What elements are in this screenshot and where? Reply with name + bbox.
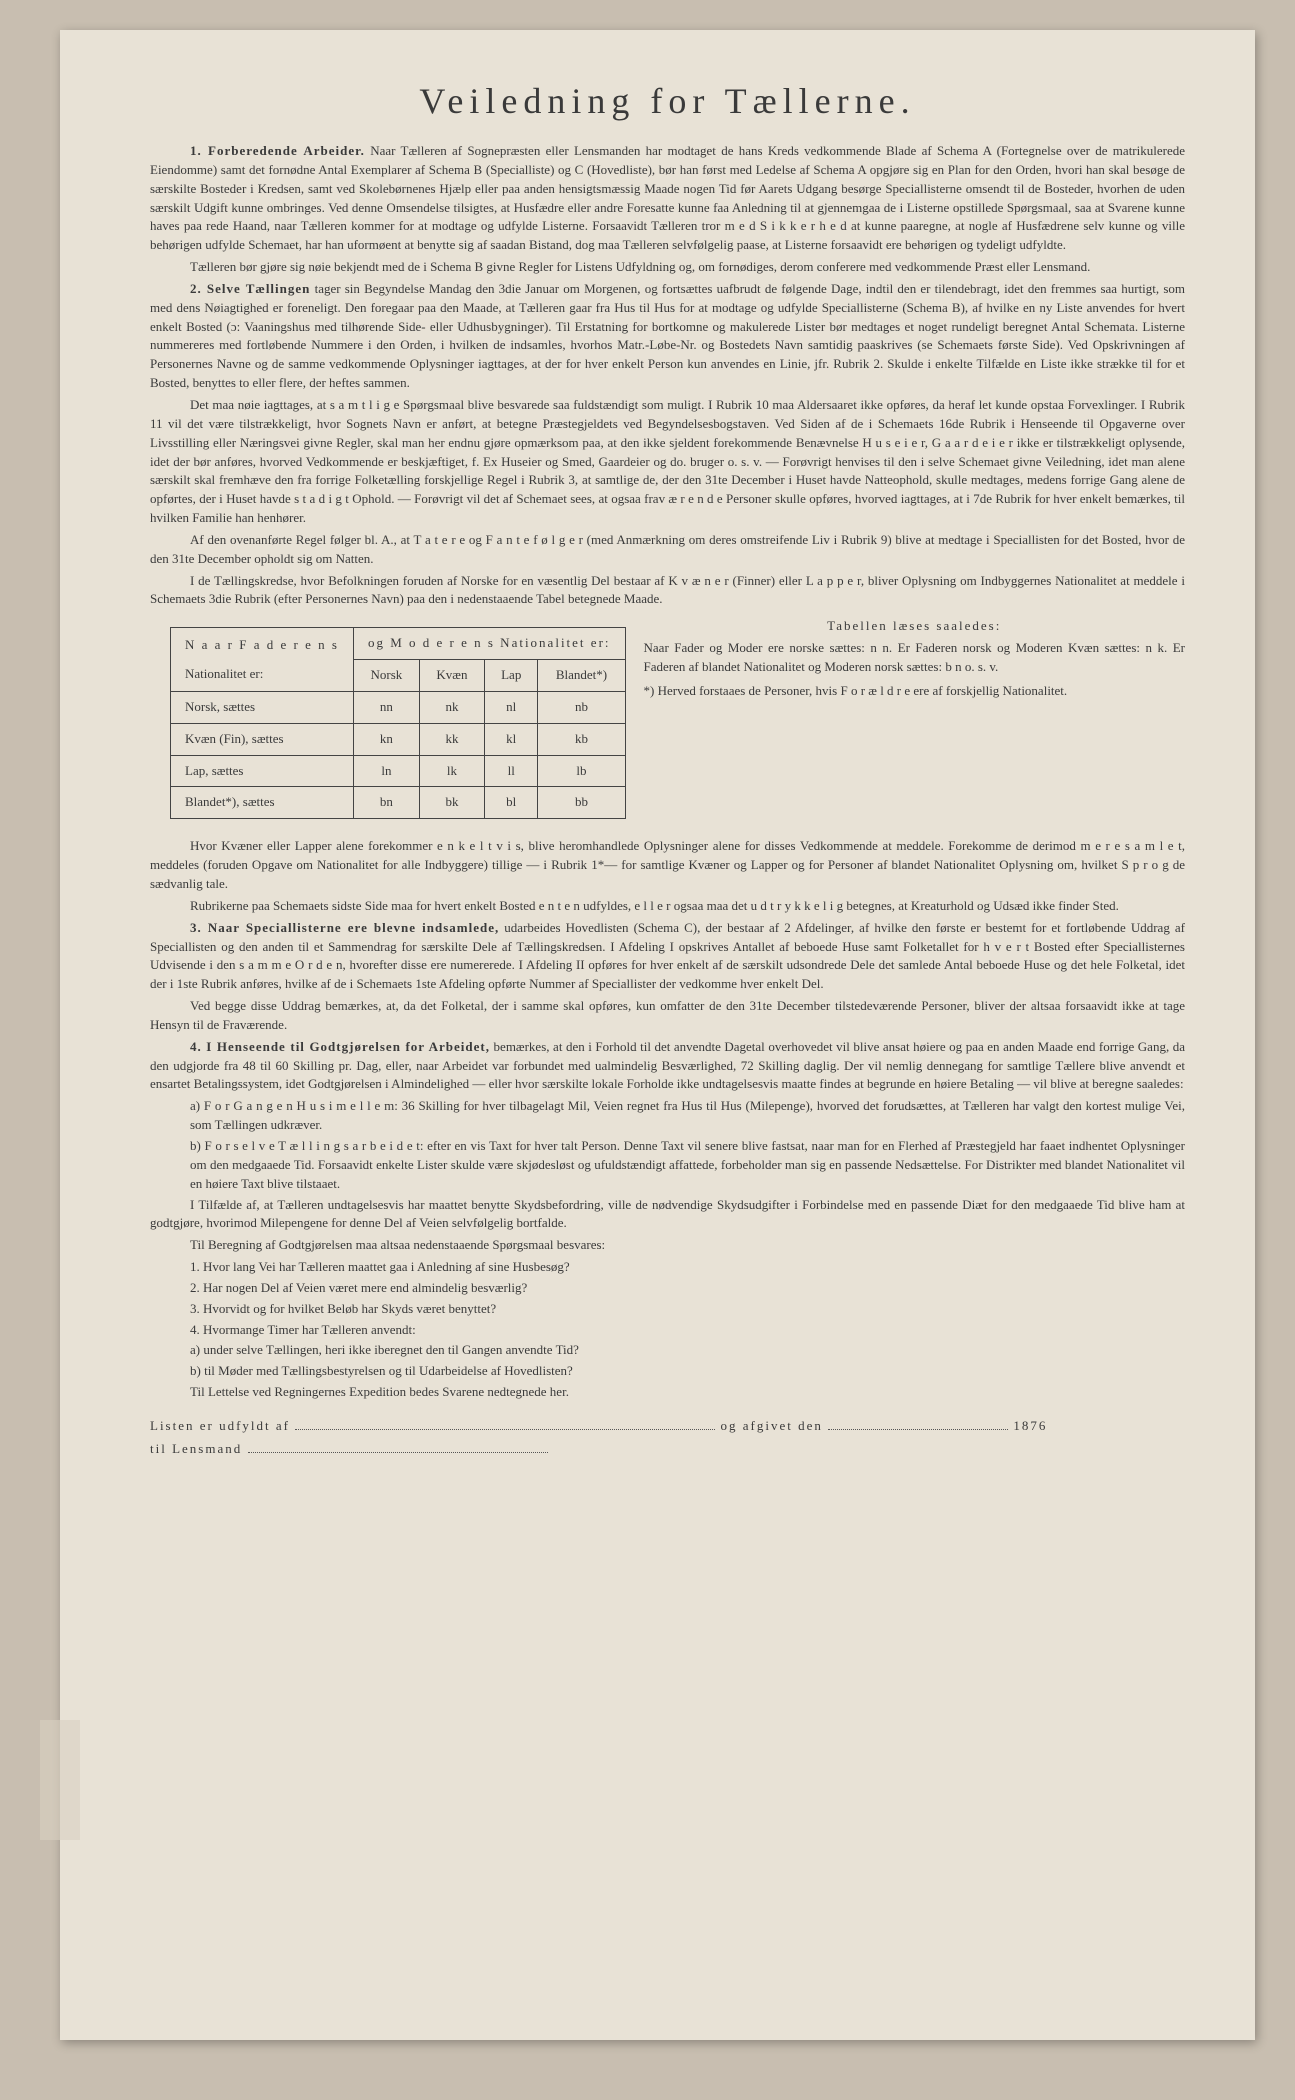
- question-4: 4. Hvormange Timer har Tælleren anvendt:: [190, 1321, 1185, 1340]
- table-rowlabel: Nationalitet er:: [185, 665, 339, 684]
- footer-blank-3: [248, 1452, 548, 1453]
- col-norsk: Norsk: [353, 660, 419, 692]
- section-3-p2: Ved begge disse Uddrag bemærkes, at, da …: [150, 997, 1185, 1035]
- section-4-p4: Til Lettelse ved Regningernes Expedition…: [150, 1383, 1185, 1402]
- table-side-heading: Tabellen læses saaledes:: [644, 617, 1185, 635]
- table-side-p1: Naar Fader og Moder ere norske sættes: n…: [644, 639, 1185, 675]
- section-2-text1: tager sin Begyndelse Mandag den 3die Jan…: [150, 281, 1185, 390]
- table-container: N a a r F a d e r e n s Nationalitet er:…: [150, 617, 1185, 829]
- question-2: 2. Har nogen Del af Veien været mere end…: [190, 1279, 1185, 1298]
- question-3: 3. Hvorvidt og for hvilket Beløb har Sky…: [190, 1300, 1185, 1319]
- table-row: Kvæn (Fin), sættes kn kk kl kb: [171, 723, 626, 755]
- section-1-heading: 1. Forberedende Arbeider.: [190, 143, 365, 158]
- section-2-p1: 2. Selve Tællingen tager sin Begyndelse …: [150, 280, 1185, 393]
- table-row: Norsk, sættes nn nk nl nb: [171, 691, 626, 723]
- sub-questions: a) under selve Tællingen, heri ikke iber…: [190, 1341, 1185, 1381]
- table-row: Lap, sættes ln lk ll lb: [171, 755, 626, 787]
- footer-line2: til Lensmand: [150, 1441, 242, 1456]
- section-2-heading: 2. Selve Tællingen: [190, 281, 310, 296]
- table-header-mother: og M o d e r e n s Nationalitet er:: [353, 628, 625, 660]
- table-header-father: N a a r F a d e r e n s: [185, 636, 339, 655]
- after-table-p1: Hvor Kvæner eller Lapper alene forekomme…: [150, 837, 1185, 894]
- section-1-text1: Naar Tælleren af Sognepræsten eller Lens…: [150, 143, 1185, 252]
- footer-blank-2: [828, 1429, 1008, 1430]
- footer-year: 1876: [1013, 1418, 1047, 1433]
- section-4-p2: I Tilfælde af, at Tælleren undtagelsesvi…: [150, 1196, 1185, 1234]
- section-4-b: b) F o r s e l v e T æ l l i n g s a r b…: [190, 1137, 1185, 1194]
- table-row: Blandet*), sættes bn bk bl bb: [171, 787, 626, 819]
- section-1-p1: 1. Forberedende Arbeider. Naar Tælleren …: [150, 142, 1185, 255]
- question-1: 1. Hvor lang Vei har Tælleren maattet ga…: [190, 1258, 1185, 1277]
- section-2-p2: Det maa nøie iagttages, at s a m t l i g…: [150, 396, 1185, 528]
- section-4-p3: Til Beregning af Godtgjørelsen maa altsa…: [150, 1236, 1185, 1255]
- body-text: 1. Forberedende Arbeider. Naar Tælleren …: [150, 142, 1185, 1461]
- section-4-p1: 4. I Henseende til Godtgjørelsen for Arb…: [150, 1038, 1185, 1095]
- page-title: Veiledning for Tællerne.: [150, 80, 1185, 122]
- question-4a: a) under selve Tællingen, heri ikke iber…: [190, 1341, 1185, 1360]
- table-side-note: *) Herved forstaaes de Personer, hvis F …: [644, 682, 1185, 700]
- table-side-text: Tabellen læses saaledes: Naar Fader og M…: [626, 617, 1185, 700]
- section-2-p4: I de Tællingskredse, hvor Befolkningen f…: [150, 572, 1185, 610]
- section-2-p3: Af den ovenanførte Regel følger bl. A., …: [150, 531, 1185, 569]
- question-4b: b) til Møder med Tællingsbestyrelsen og …: [190, 1362, 1185, 1381]
- footer-line1a: Listen er udfyldt af: [150, 1418, 290, 1433]
- footer-line1b: og afgivet den: [721, 1418, 823, 1433]
- section-4-ab: a) F o r G a n g e n H u s i m e l l e m…: [190, 1097, 1185, 1193]
- questions-list: 1. Hvor lang Vei har Tælleren maattet ga…: [190, 1258, 1185, 1381]
- section-3-p1: 3. Naar Speciallisterne ere blevne indsa…: [150, 919, 1185, 994]
- after-table-p2: Rubrikerne paa Schemaets sidste Side maa…: [150, 897, 1185, 916]
- section-3-heading: 3. Naar Speciallisterne ere blevne indsa…: [190, 920, 499, 935]
- col-blandet: Blandet*): [538, 660, 625, 692]
- nationality-table: N a a r F a d e r e n s Nationalitet er:…: [170, 627, 626, 819]
- document-page: Veiledning for Tællerne. 1. Forberedende…: [60, 30, 1255, 2040]
- section-4-a: a) F o r G a n g e n H u s i m e l l e m…: [190, 1097, 1185, 1135]
- footer-blank-1: [295, 1429, 715, 1430]
- section-4-heading: 4. I Henseende til Godtgjørelsen for Arb…: [190, 1039, 490, 1054]
- footer: Listen er udfyldt af og afgivet den 1876…: [150, 1414, 1185, 1461]
- section-1-p2: Tælleren bør gjøre sig nøie bekjendt med…: [150, 258, 1185, 277]
- col-lap: Lap: [485, 660, 538, 692]
- col-kvaen: Kvæn: [419, 660, 484, 692]
